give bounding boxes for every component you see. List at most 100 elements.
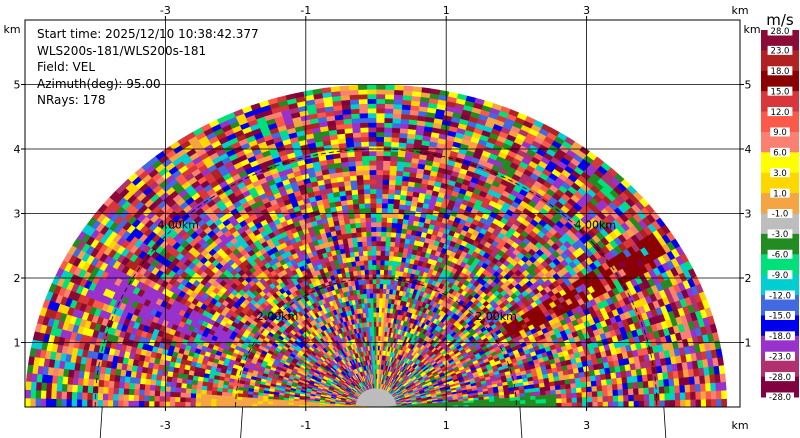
velocity-cell — [375, 188, 383, 194]
velocity-cell — [690, 391, 697, 400]
velocity-cell — [627, 381, 634, 390]
velocity-cell — [555, 388, 562, 395]
velocity-cell — [380, 240, 386, 247]
velocity-cell — [649, 399, 656, 407]
velocity-cell — [587, 396, 594, 403]
velocity-cell — [384, 93, 395, 100]
velocity-cell — [354, 155, 363, 162]
velocity-cell — [380, 236, 387, 242]
velocity-cell — [622, 388, 629, 396]
velocity-cell — [357, 188, 365, 195]
velocity-cell — [695, 398, 702, 407]
velocity-cell — [719, 372, 727, 383]
velocity-cell — [382, 155, 391, 162]
velocity-cell — [597, 401, 604, 407]
velocity-cell — [679, 391, 686, 400]
velocity-cell — [364, 207, 371, 214]
velocity-cell — [395, 232, 402, 239]
velocity-cell — [596, 384, 603, 392]
velocity-cell — [358, 203, 365, 209]
velocity-cell — [358, 103, 368, 109]
velocity-cell — [349, 179, 358, 186]
velocity-cell — [367, 103, 377, 109]
velocity-cell — [361, 155, 370, 162]
velocity-cell — [375, 292, 380, 299]
velocity-cell — [338, 85, 350, 92]
velocity-cell — [375, 169, 384, 175]
velocity-cell — [633, 394, 640, 402]
velocity-cell — [623, 394, 630, 402]
velocity-cell — [393, 198, 401, 205]
velocity-cell — [370, 221, 377, 228]
velocity-cell — [375, 240, 382, 247]
velocity-cell — [361, 164, 370, 171]
velocity-cell — [370, 240, 377, 247]
velocity-cell — [375, 155, 384, 161]
velocity-cell — [351, 127, 361, 134]
velocity-cell — [694, 383, 702, 392]
velocity-cell — [350, 189, 359, 196]
velocity-cell — [371, 264, 377, 270]
velocity-cell — [352, 203, 360, 210]
velocity-cell — [375, 311, 380, 318]
velocity-cell — [362, 179, 370, 185]
velocity-cell — [380, 245, 386, 252]
velocity-cell — [363, 198, 371, 204]
velocity-cell — [367, 117, 377, 123]
velocity-cell — [375, 131, 385, 138]
velocity-cell — [357, 193, 365, 200]
velocity-cell — [367, 122, 377, 128]
velocity-cell — [375, 316, 379, 322]
velocity-cell — [705, 382, 712, 392]
velocity-cell — [367, 269, 373, 275]
velocity-cell — [350, 108, 360, 115]
velocity-cell — [601, 384, 608, 391]
velocity-cell — [353, 208, 360, 214]
velocity-cell — [545, 398, 552, 404]
velocity-cell — [393, 189, 402, 196]
velocity-cell — [366, 98, 377, 104]
velocity-cell — [383, 126, 393, 133]
velocity-cell — [364, 202, 371, 209]
velocity-cell — [591, 385, 598, 392]
velocity-cell — [350, 184, 358, 191]
velocity-cell — [669, 392, 676, 401]
velocity-cell — [509, 403, 516, 407]
velocity-cell — [375, 145, 384, 152]
velocity-cell — [571, 397, 578, 403]
velocity-cell — [383, 264, 389, 271]
velocity-cell — [390, 141, 400, 148]
velocity-cell — [363, 193, 371, 199]
velocity-cell — [350, 117, 361, 124]
velocity-cell — [540, 398, 547, 404]
velocity-cell — [375, 126, 385, 133]
velocity-cell — [348, 89, 359, 96]
velocity-cell — [391, 217, 398, 224]
velocity-cell — [380, 231, 387, 237]
velocity-cell — [389, 241, 396, 247]
velocity-cell — [379, 264, 385, 270]
velocity-cell — [617, 388, 624, 396]
velocity-cell — [352, 136, 362, 143]
velocity-cell — [375, 321, 379, 327]
velocity-cell — [387, 264, 393, 271]
velocity-cell — [365, 221, 372, 228]
velocity-cell — [370, 235, 377, 242]
velocity-cell — [387, 203, 394, 209]
velocity-cell — [388, 179, 396, 186]
velocity-cell — [699, 382, 707, 392]
velocity-cell — [659, 399, 666, 407]
velocity-cell — [367, 126, 377, 133]
velocity-cell — [716, 398, 723, 407]
velocity-cell — [632, 381, 639, 389]
velocity-cell — [381, 202, 388, 209]
velocity-cell — [369, 202, 377, 209]
velocity-cell — [384, 98, 394, 105]
velocity-cell — [360, 136, 369, 143]
velocity-cell — [395, 170, 404, 177]
velocity-cell — [361, 236, 367, 242]
velocity-cell — [379, 254, 385, 261]
velocity-cell — [351, 198, 359, 205]
velocity-cell — [389, 245, 395, 252]
velocity-cell — [638, 400, 645, 407]
